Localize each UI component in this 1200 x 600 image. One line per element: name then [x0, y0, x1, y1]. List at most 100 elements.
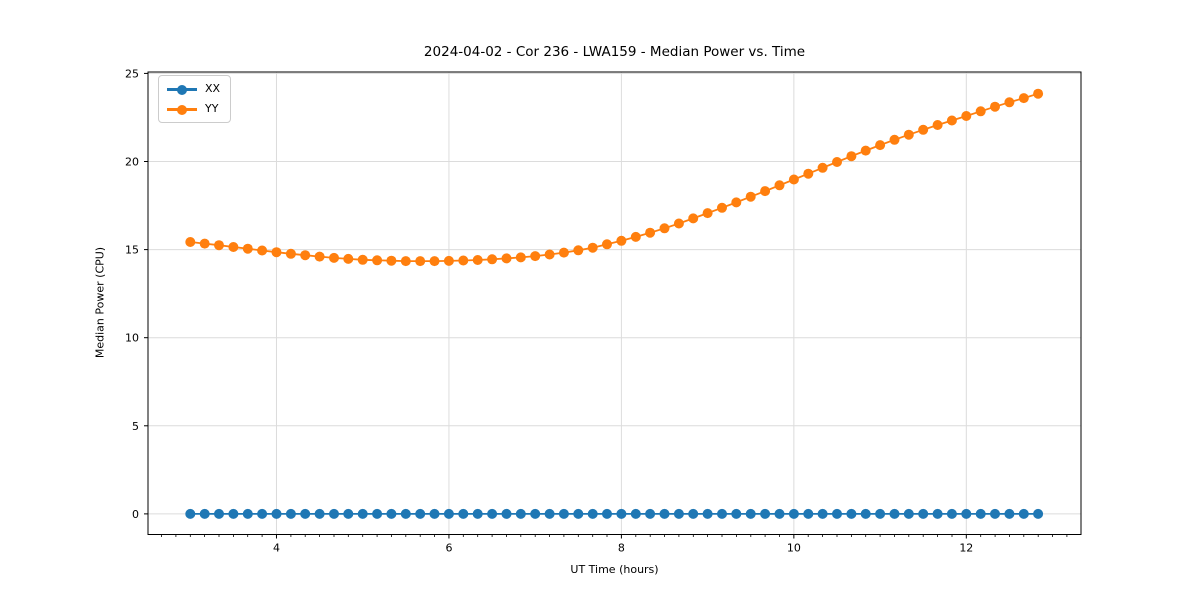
- data-point-xx: [1033, 508, 1044, 519]
- y-tick-label: 10: [125, 332, 139, 345]
- data-point-yy: [717, 202, 727, 213]
- data-point-yy: [544, 249, 555, 260]
- data-point-xx: [214, 508, 224, 519]
- data-point-xx: [415, 508, 426, 519]
- data-point-xx: [630, 508, 641, 519]
- data-point-yy: [214, 240, 224, 251]
- data-point-yy: [386, 255, 397, 266]
- data-point-xx: [889, 508, 900, 519]
- data-point-xx: [573, 508, 584, 519]
- chart-title: 2024-04-02 - Cor 236 - LWA159 - Median P…: [423, 44, 806, 60]
- data-point-yy: [185, 237, 196, 247]
- data-point-xx: [544, 508, 555, 519]
- data-point-xx: [386, 508, 397, 519]
- data-point-yy: [602, 239, 612, 250]
- data-point-xx: [932, 508, 943, 519]
- data-point-xx: [443, 508, 454, 519]
- data-point-yy: [558, 247, 569, 258]
- data-point-yy: [1033, 88, 1044, 99]
- data-point-xx: [673, 508, 684, 519]
- data-point-yy: [860, 145, 871, 156]
- legend-marker-yy-icon: [167, 101, 197, 117]
- data-point-yy: [803, 168, 814, 179]
- data-point-yy: [1018, 93, 1029, 104]
- data-point-yy: [372, 255, 383, 266]
- data-point-yy: [530, 251, 541, 262]
- y-axis-label: Median Power (CPU): [93, 246, 107, 359]
- data-point-xx: [817, 508, 828, 519]
- data-point-yy: [688, 213, 699, 224]
- data-point-xx: [702, 508, 713, 519]
- legend-label-yy: YY: [205, 102, 219, 115]
- data-point-xx: [803, 508, 814, 519]
- data-point-xx: [329, 508, 339, 519]
- data-point-xx: [472, 508, 483, 519]
- series-line-yy: [190, 92, 1039, 263]
- y-tick-label: 25: [125, 67, 139, 80]
- data-point-xx: [645, 508, 656, 519]
- data-point-xx: [1018, 508, 1029, 519]
- x-tick-label: 12: [959, 542, 973, 555]
- data-point-xx: [372, 508, 383, 519]
- data-point-yy: [630, 231, 641, 242]
- legend-item-yy: YY: [167, 101, 220, 117]
- data-point-xx: [185, 508, 196, 519]
- data-point-yy: [932, 120, 943, 130]
- data-point-yy: [659, 223, 670, 234]
- data-point-xx: [501, 508, 512, 519]
- data-point-xx: [515, 508, 526, 519]
- data-point-xx: [314, 508, 325, 519]
- data-point-yy: [271, 247, 282, 258]
- data-point-xx: [271, 508, 282, 519]
- data-point-yy: [616, 235, 627, 246]
- y-tick-label: 5: [132, 420, 139, 433]
- data-point-yy: [228, 242, 239, 252]
- data-point-xx: [487, 508, 498, 519]
- data-point-yy: [774, 180, 785, 191]
- data-point-yy: [1004, 97, 1015, 108]
- data-point-xx: [975, 508, 986, 519]
- data-point-yy: [889, 134, 900, 145]
- data-point-yy: [400, 256, 411, 267]
- data-point-yy: [975, 106, 986, 117]
- legend-item-xx: XX: [167, 81, 220, 97]
- data-point-yy: [946, 115, 957, 126]
- data-point-yy: [573, 245, 584, 256]
- data-point-yy: [760, 186, 771, 197]
- data-point-xx: [558, 508, 569, 519]
- data-point-yy: [903, 129, 914, 140]
- x-tick-label: 8: [618, 542, 625, 555]
- data-point-xx: [242, 508, 253, 519]
- data-point-yy: [314, 251, 325, 262]
- data-point-yy: [458, 255, 469, 266]
- data-point-xx: [717, 508, 727, 519]
- data-point-yy: [415, 256, 426, 267]
- data-point-yy: [357, 254, 368, 265]
- data-point-xx: [990, 508, 1000, 519]
- data-point-xx: [616, 508, 627, 519]
- data-point-yy: [645, 227, 656, 238]
- data-point-xx: [788, 508, 799, 519]
- data-point-xx: [257, 508, 268, 519]
- data-point-xx: [946, 508, 957, 519]
- data-point-yy: [745, 191, 756, 202]
- data-point-xx: [587, 508, 598, 519]
- legend-label-xx: XX: [205, 82, 221, 95]
- legend: XX YY: [158, 75, 232, 123]
- data-point-xx: [429, 508, 440, 519]
- axes-frame: [147, 71, 1082, 535]
- data-point-yy: [487, 254, 498, 265]
- x-tick-label: 4: [273, 542, 280, 555]
- data-point-xx: [357, 508, 368, 519]
- data-point-xx: [602, 508, 612, 519]
- y-tick-label: 20: [125, 156, 139, 169]
- data-point-xx: [1004, 508, 1015, 519]
- data-point-xx: [760, 508, 771, 519]
- data-point-yy: [990, 101, 1000, 112]
- data-point-xx: [731, 508, 742, 519]
- data-point-xx: [961, 508, 972, 519]
- data-point-yy: [587, 242, 598, 253]
- data-point-yy: [817, 162, 828, 173]
